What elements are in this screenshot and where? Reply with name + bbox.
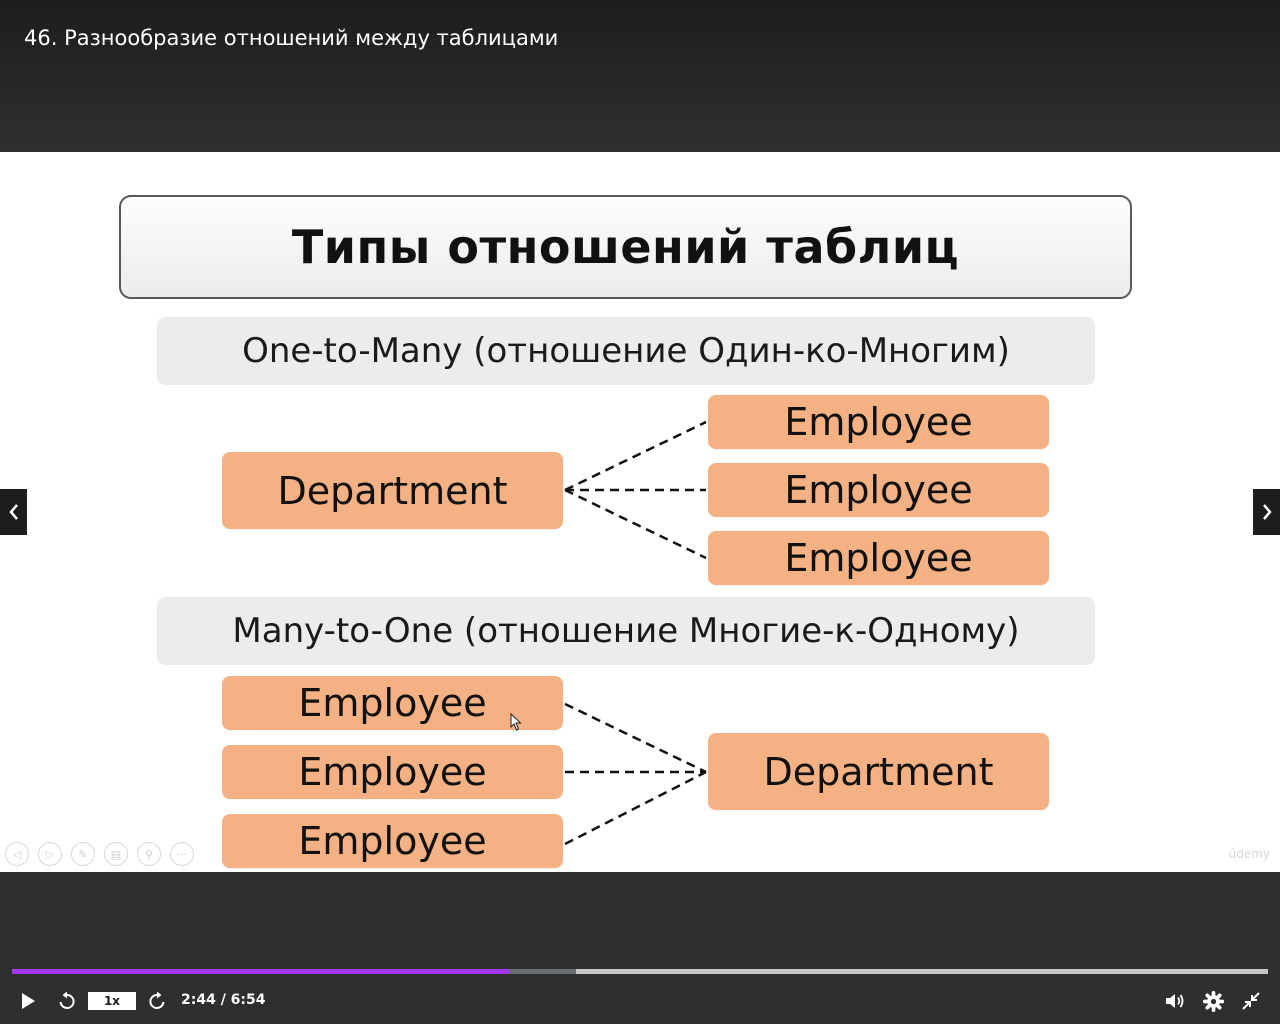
forward-button[interactable] (145, 989, 169, 1013)
connector-line (564, 420, 707, 492)
exit-fullscreen-icon (1242, 992, 1260, 1010)
department-box: Department (222, 452, 563, 529)
udemy-watermark: ûdemy (1228, 847, 1270, 861)
play-icon (22, 993, 35, 1009)
video-slide[interactable]: Типы отношений таблиц One-to-Many (отнош… (0, 152, 1280, 872)
pen-icon: ✎ (71, 842, 95, 866)
one-to-many-heading: One-to-Many (отношение Один-ко-Многим) (157, 317, 1095, 385)
connector-line (564, 488, 707, 560)
employee-box: Employee (222, 814, 563, 868)
lecture-header: 46. Разнообразие отношений между таблица… (0, 0, 1280, 152)
zoom-icon: ⚲ (137, 842, 161, 866)
slide-title: Типы отношений таблиц (291, 220, 960, 274)
progress-played (12, 969, 510, 974)
next-lecture-button[interactable] (1253, 489, 1280, 535)
employee-box: Employee (222, 676, 563, 730)
mouse-cursor-icon (510, 713, 522, 731)
next-arrow-icon (1262, 504, 1272, 520)
slide-next-icon: ▷ (38, 842, 62, 866)
rewind-button[interactable] (55, 989, 79, 1013)
lecture-title: 46. Разнообразие отношений между таблица… (24, 26, 559, 50)
department-box: Department (708, 733, 1049, 810)
prev-lecture-button[interactable] (0, 489, 27, 535)
settings-button[interactable] (1201, 989, 1225, 1013)
employee-box: Employee (708, 395, 1049, 449)
settings-icon (1202, 990, 1224, 1012)
volume-button[interactable] (1163, 989, 1187, 1013)
slide-prev-icon: ◁ (5, 842, 29, 866)
many-to-one-heading: Many-to-One (отношение Многие-к-Одному) (157, 597, 1095, 665)
rewind-icon (59, 991, 75, 1009)
connector-line (564, 770, 707, 846)
slide-title-box: Типы отношений таблиц (119, 195, 1132, 299)
employee-box: Employee (222, 745, 563, 799)
employee-box: Employee (708, 531, 1049, 585)
volume-icon (1166, 994, 1184, 1008)
employee-box: Employee (708, 463, 1049, 517)
progress-bar[interactable] (12, 969, 1268, 974)
player-controls: 1x 2:44 / 6:54 (0, 984, 1280, 1018)
exit-fullscreen-button[interactable] (1239, 989, 1263, 1013)
connector-line (564, 702, 707, 774)
play-button[interactable] (16, 989, 40, 1013)
prev-arrow-icon (8, 504, 18, 520)
slide-toolbar: ◁ ▷ ✎ ▤ ⚲ ··· (5, 842, 194, 866)
forward-icon (149, 991, 165, 1009)
slides-icon: ▤ (104, 842, 128, 866)
playback-speed-button[interactable]: 1x (88, 992, 136, 1010)
time-display: 2:44 / 6:54 (181, 992, 266, 1008)
more-icon: ··· (170, 842, 194, 866)
